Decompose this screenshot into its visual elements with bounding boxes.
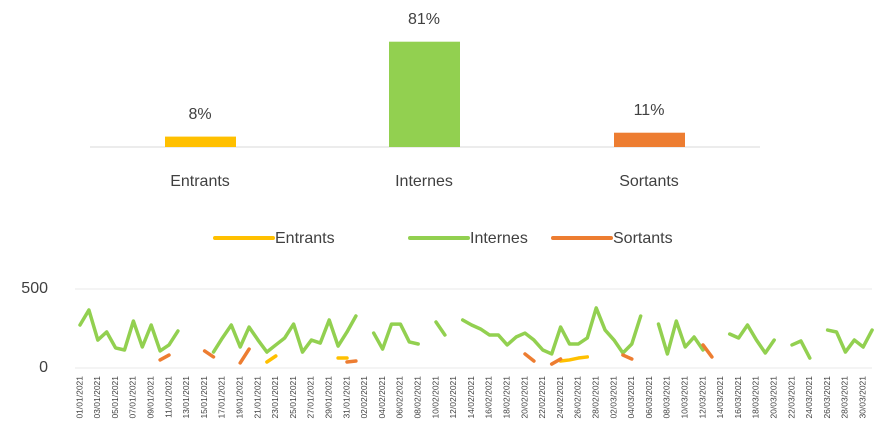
x-tick-label: 28/02/2021 xyxy=(590,376,600,419)
line xyxy=(265,354,590,364)
x-tick-label: 08/02/2021 xyxy=(412,376,422,419)
x-tick-label: 05/01/2021 xyxy=(110,376,120,419)
x-tick-label: 24/03/2021 xyxy=(804,376,814,419)
x-tick-label: 27/01/2021 xyxy=(306,376,316,419)
x-tick-label: 19/01/2021 xyxy=(234,376,244,419)
x-tick-label: 24/02/2021 xyxy=(555,376,565,419)
legend-label: Internes xyxy=(470,230,528,247)
x-tick-label: 29/01/2021 xyxy=(323,376,333,419)
x-tick-label: 15/01/2021 xyxy=(199,376,209,419)
x-tick-label: 12/03/2021 xyxy=(697,376,707,419)
y-tick-label: 0 xyxy=(39,359,48,376)
x-tick-label: 04/02/2021 xyxy=(377,376,387,419)
x-tick-label: Entrants xyxy=(170,173,230,190)
bar xyxy=(165,136,236,147)
x-tick-label: 17/01/2021 xyxy=(217,376,227,419)
x-tick-label: 07/01/2021 xyxy=(128,376,138,419)
x-tick-label: 21/01/2021 xyxy=(252,376,262,419)
data-label: 11% xyxy=(634,102,665,119)
x-tick-label: 10/02/2021 xyxy=(430,376,440,419)
x-tick-label: 16/03/2021 xyxy=(733,376,743,419)
x-tick-label: 26/02/2021 xyxy=(573,376,583,419)
line xyxy=(78,306,874,360)
legend-label: Entrants xyxy=(275,230,335,247)
x-tick-label: 12/02/2021 xyxy=(448,376,458,419)
x-tick-label: 09/01/2021 xyxy=(145,376,155,419)
line xyxy=(158,343,714,366)
x-tick-label: 10/03/2021 xyxy=(679,376,689,419)
x-tick-label: 11/01/2021 xyxy=(163,376,173,418)
bar xyxy=(614,132,685,147)
x-tick-label: 01/01/2021 xyxy=(74,376,84,419)
x-tick-label: 02/03/2021 xyxy=(608,376,618,419)
x-tick-label: 13/01/2021 xyxy=(181,376,191,419)
x-tick-label: 18/02/2021 xyxy=(501,376,511,419)
x-tick-label: 18/03/2021 xyxy=(751,376,761,419)
x-tick-label: Internes xyxy=(395,173,453,190)
x-tick-label: 25/01/2021 xyxy=(288,376,298,419)
x-tick-label: 31/01/2021 xyxy=(341,376,351,419)
data-label: 81% xyxy=(408,11,440,28)
x-tick-label: 02/02/2021 xyxy=(359,376,369,419)
legend-label: Sortants xyxy=(613,230,673,247)
bar xyxy=(389,41,460,148)
x-tick-label: 20/02/2021 xyxy=(519,376,529,419)
x-tick-label: Sortants xyxy=(619,173,679,190)
x-tick-label: 20/03/2021 xyxy=(768,376,778,419)
x-tick-label: 22/02/2021 xyxy=(537,376,547,419)
x-tick-label: 23/01/2021 xyxy=(270,376,280,419)
x-tick-label: 03/01/2021 xyxy=(92,376,102,419)
x-tick-label: 28/03/2021 xyxy=(840,376,850,419)
x-tick-label: 06/03/2021 xyxy=(644,376,654,419)
x-tick-label: 22/03/2021 xyxy=(786,376,796,419)
x-tick-label: 16/02/2021 xyxy=(484,376,494,419)
y-tick-label: 500 xyxy=(21,280,48,297)
x-tick-label: 14/02/2021 xyxy=(466,376,476,419)
x-tick-label: 26/03/2021 xyxy=(822,376,832,419)
x-tick-label: 30/03/2021 xyxy=(857,376,867,419)
x-tick-label: 06/02/2021 xyxy=(395,376,405,419)
x-tick-label: 08/03/2021 xyxy=(662,376,672,419)
x-tick-label: 04/03/2021 xyxy=(626,376,636,419)
x-tick-label: 14/03/2021 xyxy=(715,376,725,419)
data-label: 8% xyxy=(188,106,211,123)
